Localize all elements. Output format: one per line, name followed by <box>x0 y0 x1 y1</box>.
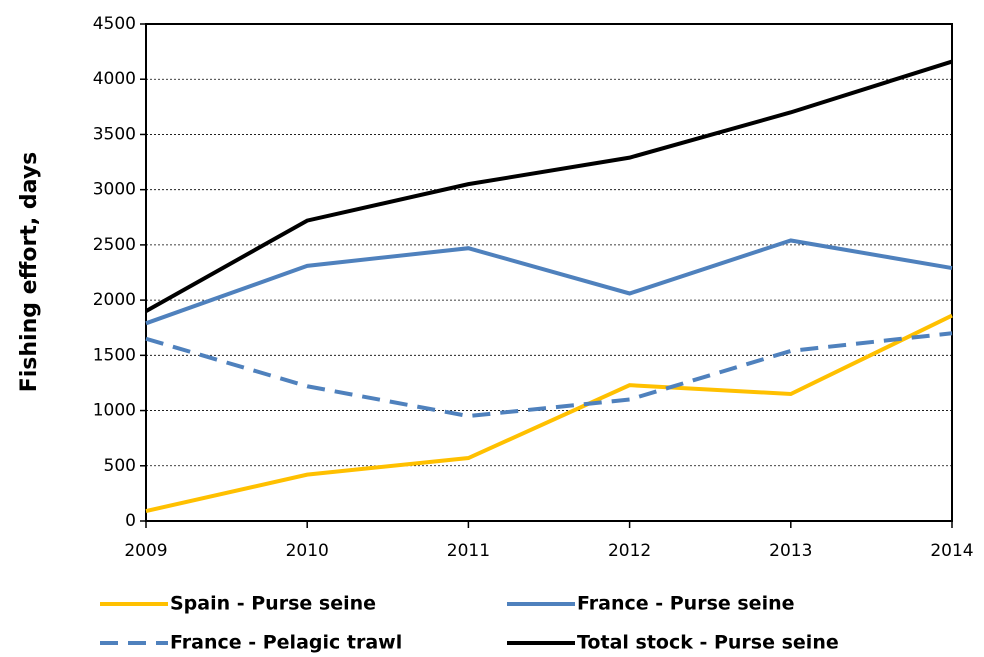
y-tick-label: 4000 <box>93 69 136 89</box>
x-tick-label: 2014 <box>930 541 973 561</box>
x-tick-label: 2011 <box>447 541 490 561</box>
legend-label: Spain - Purse seine <box>170 593 376 615</box>
legend-label: Total stock - Purse seine <box>577 632 839 654</box>
x-tick-label: 2010 <box>286 541 329 561</box>
series-line <box>145 59 953 313</box>
y-tick-label: 2500 <box>93 235 136 255</box>
y-axis-title: Fishing effort, days <box>17 152 42 393</box>
x-tick-label: 2012 <box>608 541 651 561</box>
y-tick-label: 0 <box>125 511 136 531</box>
x-tick-label: 2009 <box>124 541 167 561</box>
legend-label: France - Pelagic trawl <box>170 632 402 654</box>
plot-frame <box>145 23 953 522</box>
y-tick-label: 2000 <box>93 290 136 310</box>
y-tick-label: 3000 <box>93 180 136 200</box>
legend-label: France - Purse seine <box>577 593 795 615</box>
series-line <box>145 331 953 419</box>
y-tick-label: 3500 <box>93 124 136 144</box>
y-tick-label: 500 <box>104 456 136 476</box>
y-tick-label: 1000 <box>93 401 136 421</box>
y-tick-label: 1500 <box>93 345 136 365</box>
series-line <box>145 238 953 326</box>
y-tick-label: 4500 <box>93 14 136 34</box>
x-tick-label: 2013 <box>769 541 812 561</box>
series-line <box>145 313 953 514</box>
